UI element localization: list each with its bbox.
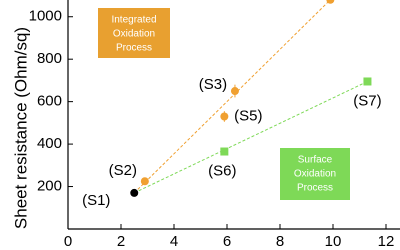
y-tick-label: 400	[37, 135, 62, 152]
x-tick-label: 6	[223, 233, 231, 250]
trend-line	[134, 81, 368, 194]
y-axis-label: Sheet resistance (Ohm/sq)	[11, 27, 30, 229]
annotation-text: Process	[297, 183, 333, 194]
x-tick-label: 2	[117, 233, 125, 250]
y-tick-label: 200	[37, 178, 62, 195]
point	[140, 177, 149, 186]
point	[220, 147, 229, 156]
point	[363, 77, 372, 86]
point-label: (S1)	[82, 192, 110, 209]
y-tick-label: 1000	[29, 8, 62, 25]
y-tick-label: 600	[37, 93, 62, 110]
x-tick-label: 8	[276, 233, 284, 250]
annotation-text: Process	[116, 43, 152, 54]
x-tick-label: 12	[378, 233, 395, 250]
x-tick-label: 10	[325, 233, 342, 250]
point	[326, 0, 335, 4]
point-label: (S5)	[234, 107, 262, 124]
x-tick-label: 4	[170, 233, 178, 250]
point	[230, 87, 239, 96]
point	[130, 188, 139, 197]
y-tick-label: 800	[37, 50, 62, 67]
annotation-text: Oxidation	[113, 29, 155, 40]
annotation-box	[280, 148, 350, 200]
trend-line	[133, 0, 331, 194]
x-tick-label: 0	[64, 233, 72, 250]
annotation-box	[98, 8, 170, 58]
annotation-text: Integrated	[111, 15, 156, 26]
point-label: (S2)	[109, 162, 137, 179]
point-label: (S3)	[199, 76, 227, 93]
annotation-text: Oxidation	[294, 169, 336, 180]
annotation-text: Surface	[298, 155, 333, 166]
point-label: (S6)	[208, 162, 236, 179]
point-label: (S7)	[353, 92, 381, 109]
point	[220, 112, 229, 121]
